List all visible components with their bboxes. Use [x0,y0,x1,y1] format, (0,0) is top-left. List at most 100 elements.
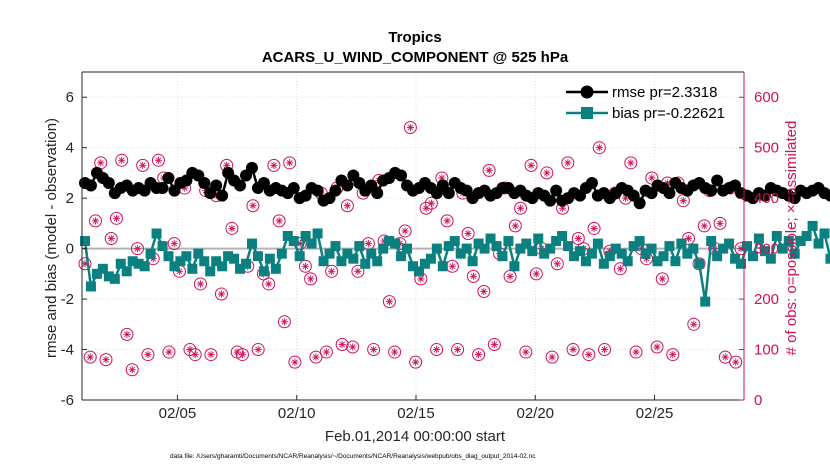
obs-assimilated-marker [485,166,493,174]
bias-point [628,241,639,252]
bias-point [676,238,687,249]
bias-point [318,256,329,267]
bias-point [229,253,240,264]
bias-point [205,266,216,277]
bias-point [348,253,359,264]
obs-assimilated-marker [679,197,687,205]
obs-assimilated-marker [123,330,131,338]
obs-possible-marker [419,201,433,215]
obs-possible-marker [687,317,701,331]
bias-point [610,243,621,254]
obs-assimilated-marker [690,320,698,328]
bias-point [718,243,729,254]
obs-possible-marker [566,343,580,357]
y-tick-label: 4 [66,140,74,157]
obs-assimilated-marker [385,298,393,306]
bias-point [604,251,615,262]
rmse-point [216,189,229,202]
bias-point [706,236,717,247]
obs-possible-marker [713,216,727,230]
bias-point [437,261,448,272]
obs-possible-marker [183,343,197,357]
obs-assimilated-marker [217,290,226,298]
bias-point [771,231,782,241]
obs-assimilated-marker [265,280,273,288]
obs-assimilated-marker [343,202,351,210]
obs-possible-marker [382,295,396,309]
obs-possible-marker [561,156,575,170]
obs-assimilated-marker [349,343,357,351]
bias-point [223,251,234,262]
obs-possible-marker [188,348,202,362]
obs-assimilated-marker [280,318,289,326]
obs-possible-marker [335,337,349,351]
obs-possible-marker [298,259,312,273]
obs-assimilated-marker [391,348,399,356]
obs-assimilated-marker [627,159,635,167]
legend-bias-label: bias pr=-0.22621 [612,105,725,122]
x-tick-label: 02/25 [636,405,674,422]
rmse-point [663,187,676,200]
bias-point [497,251,508,262]
rmse-point [341,179,354,192]
obs-assimilated-marker [301,262,310,270]
bias-point [79,236,90,247]
obs-possible-marker [451,343,465,357]
obs-assimilated-marker [506,272,514,280]
obs-possible-marker [151,153,165,167]
bias-point [402,243,413,254]
y-axis-label: rmse and bias (model - observation) [43,118,60,358]
obs-assimilated-marker [322,348,331,356]
bias-point [85,281,96,292]
bias-point [312,228,323,239]
bias-point [646,243,657,254]
bias-point [825,253,830,264]
obs-assimilated-marker [370,345,378,354]
obs-possible-marker [246,199,260,213]
obs-assimilated-marker [600,345,609,354]
y-right-tick-label: 100 [754,342,779,359]
bias-point [175,256,186,267]
obs-assimilated-marker [91,217,100,225]
obs-possible-marker [624,156,638,170]
bias-point [109,273,120,284]
bias-point [664,241,675,252]
obs-possible-marker [167,237,181,251]
bias-point [700,296,711,307]
obs-possible-marker [519,345,533,359]
y-right-tick-label: 200 [754,291,779,308]
obs-possible-marker [283,156,297,170]
bias-point [694,258,705,269]
obs-assimilated-marker [254,345,262,354]
bias-point [246,238,257,249]
obs-possible-marker [304,272,318,286]
obs-possible-marker [540,166,554,180]
legend-bias-marker [581,107,593,119]
obs-assimilated-marker [228,224,236,233]
obs-possible-marker [346,340,360,354]
y-tick-label: -4 [61,342,74,359]
obs-possible-marker [430,343,444,357]
obs-possible-marker [309,350,323,364]
bias-point [759,246,770,257]
bias-point [288,236,299,247]
obs-possible-marker [398,224,412,238]
obs-assimilated-marker [307,275,315,283]
y-tick-label: 6 [66,89,74,106]
obs-assimilated-marker [128,366,136,374]
bias-point [330,241,341,252]
bias-point [413,266,424,277]
bias-point [354,241,365,252]
obs-assimilated-marker [511,222,519,230]
obs-assimilated-marker [406,123,414,132]
obs-possible-marker [629,345,643,359]
bias-point [127,256,138,267]
bias-point [622,256,633,267]
rmse-point [395,169,408,182]
rmse-point [234,179,247,192]
obs-possible-marker [571,232,585,246]
obs-possible-marker [83,350,97,364]
bias-point [753,233,764,244]
bias-point [169,261,180,272]
obs-possible-marker [340,199,354,213]
